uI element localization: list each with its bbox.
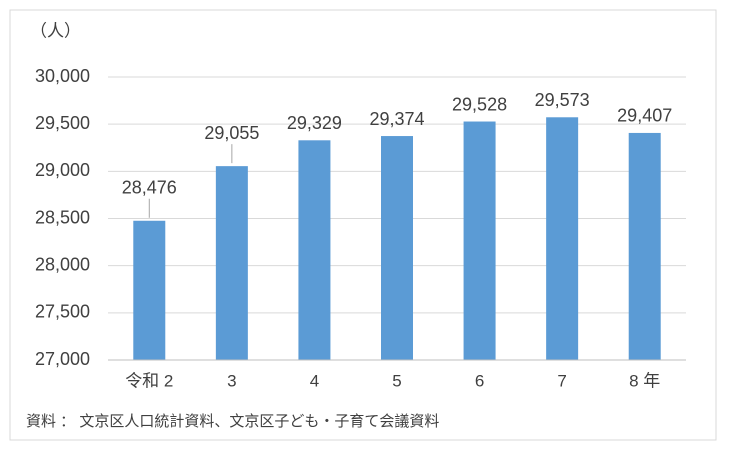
x-tick-label: 6 — [475, 371, 484, 390]
data-label: 28,476 — [122, 178, 177, 198]
bar — [298, 140, 331, 360]
bar — [215, 166, 248, 360]
y-tick-label: 29,000 — [35, 160, 90, 180]
x-tick-label: 3 — [227, 371, 236, 390]
y-tick-label: 28,500 — [35, 207, 90, 227]
chart-border — [9, 9, 717, 441]
y-tick-label: 27,500 — [35, 302, 90, 322]
x-tick-label: 4 — [310, 371, 319, 390]
bar — [381, 136, 413, 360]
y-tick-label: 27,000 — [35, 349, 90, 369]
y-tick-label: 29,500 — [35, 113, 90, 133]
bar — [546, 117, 579, 360]
x-tick-label: 7 — [557, 371, 566, 390]
y-tick-label: 30,000 — [35, 66, 90, 86]
data-label: 29,407 — [617, 106, 672, 126]
data-label: 29,528 — [452, 94, 507, 114]
bar — [628, 132, 661, 360]
data-label: 29,329 — [287, 113, 342, 133]
bar — [133, 220, 166, 360]
y-tick-label: 28,000 — [35, 254, 90, 274]
data-label: 29,374 — [369, 109, 424, 129]
unit-label: （人） — [30, 21, 81, 40]
bar — [463, 121, 496, 360]
x-tick-label: 5 — [392, 371, 401, 390]
data-label: 29,573 — [535, 90, 590, 110]
x-tick-label: 8 年 — [629, 371, 660, 390]
data-label: 29,055 — [204, 123, 259, 143]
source-note: 資料 ： 文京区人口統計資料、文京区子ども・子育て会議資料 — [26, 412, 439, 430]
x-tick-label: 令和 2 — [125, 371, 173, 390]
